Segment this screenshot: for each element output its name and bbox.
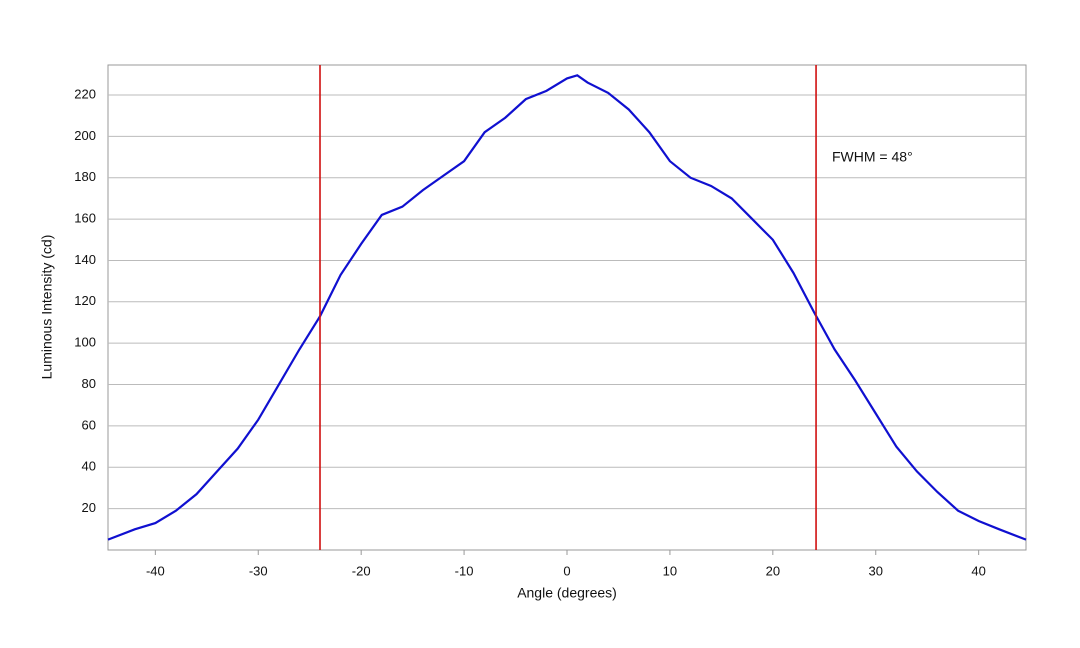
y-tick-label: 60 <box>82 417 96 432</box>
y-axis-label: Luminous Intensity (cd) <box>39 235 55 380</box>
annotation: FWHM = 48° <box>832 149 913 165</box>
x-tick-label: -40 <box>146 563 165 578</box>
x-tick-label: 40 <box>971 563 985 578</box>
x-tick-label: 20 <box>766 563 780 578</box>
x-tick-label: 30 <box>869 563 883 578</box>
y-tick-label: 120 <box>74 293 96 308</box>
y-tick-label: 200 <box>74 128 96 143</box>
y-tick-label: 20 <box>82 500 96 515</box>
x-tick-label: 0 <box>563 563 570 578</box>
y-tick-label: 100 <box>74 335 96 350</box>
x-tick-label: 10 <box>663 563 677 578</box>
y-tick-label: 160 <box>74 211 96 226</box>
y-tick-label: 40 <box>82 459 96 474</box>
x-tick-label: -20 <box>352 563 371 578</box>
y-tick-label: 80 <box>82 376 96 391</box>
x-axis-label: Angle (degrees) <box>517 585 617 601</box>
data-line <box>107 74 1027 541</box>
y-tick-label: 220 <box>74 86 96 101</box>
y-tick-label: 180 <box>74 169 96 184</box>
plot-frame <box>107 64 1027 551</box>
x-tick-label: -30 <box>249 563 268 578</box>
x-tick-label: -10 <box>455 563 474 578</box>
y-tick-label: 140 <box>74 252 96 267</box>
